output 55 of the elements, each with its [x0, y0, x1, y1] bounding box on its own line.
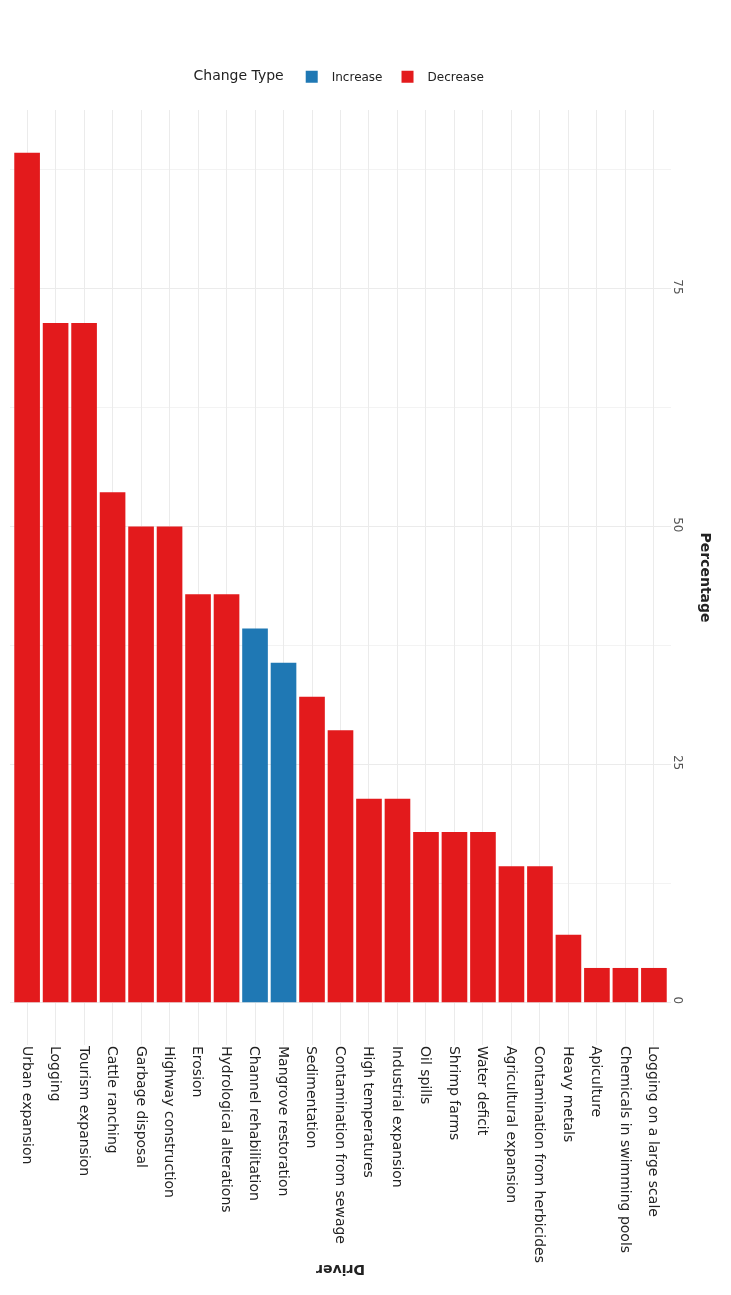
bar: [99, 492, 126, 1003]
bar: [156, 526, 183, 1003]
bar: [527, 866, 553, 1003]
bar: [42, 323, 69, 1003]
bar: [584, 967, 610, 1003]
y-tick-label: 75: [671, 279, 686, 295]
bar: [384, 798, 411, 1003]
bar: [498, 866, 525, 1003]
x-tick-label: Highway construction: [162, 1046, 178, 1199]
x-tick-label: Oil spills: [418, 1046, 435, 1105]
x-tick-label: Channel rehabilitation: [247, 1046, 264, 1201]
x-tick-label: Logging: [48, 1046, 65, 1102]
x-tick-label: Agricultural expansion: [503, 1046, 520, 1204]
bar: [356, 798, 382, 1003]
bar: [327, 730, 354, 1003]
x-tick-label: High temperatures: [361, 1046, 378, 1178]
legend-title: Change Type: [193, 67, 284, 84]
x-tick-label: Chemicals in swimming pools: [617, 1046, 634, 1254]
x-tick-label: Erosion: [190, 1046, 207, 1098]
legend-label: Decrease: [427, 70, 484, 85]
y-tick-label: 25: [671, 754, 686, 771]
x-axis-title: Driver: [316, 1262, 365, 1278]
bar: [470, 831, 496, 1003]
x-tick-label: Apiculture: [589, 1046, 606, 1118]
x-tick-label: Logging on a large scale: [646, 1046, 663, 1217]
bar: [185, 594, 211, 1003]
x-tick-label: Mangrove restoration: [275, 1046, 292, 1197]
bar: [413, 831, 439, 1003]
bar: [128, 526, 154, 1003]
bar: [213, 594, 240, 1003]
x-tick-label: Garbage disposal: [133, 1046, 150, 1168]
x-tick-label: Shrimp farms: [446, 1046, 463, 1141]
x-tick-label: Urban expansion: [19, 1046, 36, 1165]
bar: [641, 967, 667, 1003]
bar: [71, 323, 97, 1003]
bar: [14, 152, 40, 1003]
x-tick-label: Industrial expansion: [389, 1046, 406, 1188]
x-tick-label: Tourism expansion: [76, 1045, 93, 1177]
y-axis-title: Percentage: [697, 532, 714, 623]
x-tick-label: Hydrological alterations: [218, 1046, 235, 1213]
x-tick-label: Water deficit: [475, 1046, 492, 1136]
bar: [555, 934, 582, 1003]
x-tick-label: Contamination from herbicides: [532, 1046, 549, 1263]
x-tick-label: Cattle ranching: [105, 1046, 122, 1154]
y-tick-label: 0: [671, 996, 686, 1005]
x-tick-label: Contamination from sewage: [332, 1046, 349, 1244]
bar: [270, 662, 297, 1003]
x-tick-label: Heavy metals: [560, 1046, 577, 1143]
x-tick-label: Sedimentation: [304, 1046, 321, 1149]
bar: [242, 628, 268, 1003]
bar: [612, 967, 639, 1003]
legend-label: Increase: [331, 70, 383, 85]
bar: [441, 831, 468, 1003]
y-tick-label: 50: [671, 517, 686, 533]
bar: [299, 696, 325, 1003]
